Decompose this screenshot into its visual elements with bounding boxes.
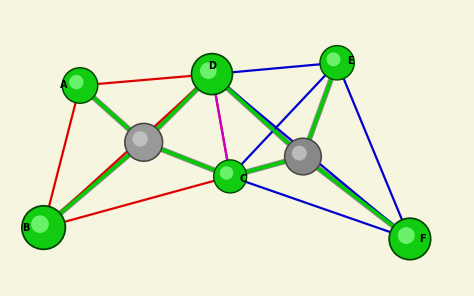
Point [296, 151, 303, 155]
Point [406, 237, 414, 241]
Point [299, 154, 307, 159]
Point [73, 80, 80, 84]
Point [406, 237, 414, 241]
Point [40, 225, 47, 230]
Text: E: E [347, 56, 354, 66]
Point [333, 60, 341, 65]
Point [208, 72, 216, 76]
Point [205, 68, 212, 73]
Point [402, 233, 410, 238]
Point [140, 140, 147, 145]
Point [333, 60, 341, 65]
Point [223, 170, 230, 175]
Point [40, 225, 47, 230]
Text: F: F [419, 234, 426, 244]
Point [76, 83, 84, 88]
Point [36, 222, 44, 226]
Text: B: B [22, 223, 29, 233]
Point [299, 154, 307, 159]
Point [330, 57, 337, 62]
Text: C: C [239, 174, 246, 184]
Point [227, 174, 234, 179]
Text: D: D [208, 61, 216, 70]
Point [76, 83, 84, 88]
Text: A: A [60, 81, 68, 91]
Point [137, 136, 144, 141]
Point [208, 72, 216, 76]
Point [227, 174, 234, 179]
Point [140, 140, 147, 145]
